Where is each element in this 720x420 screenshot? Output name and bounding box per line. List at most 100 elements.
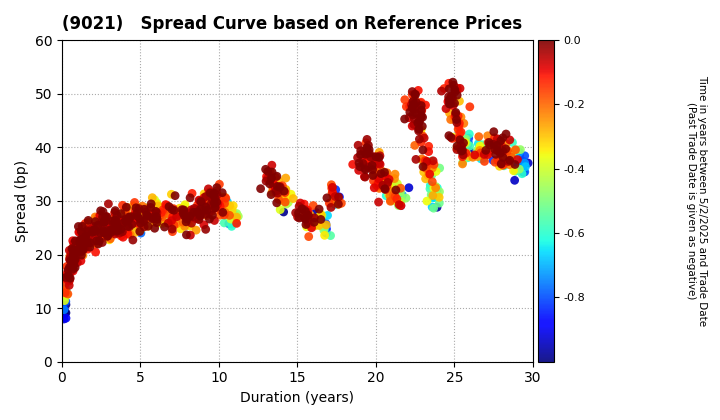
Point bbox=[100, 228, 112, 234]
Point bbox=[374, 152, 386, 159]
Point bbox=[132, 220, 144, 227]
Point bbox=[428, 158, 439, 164]
Point bbox=[506, 150, 518, 157]
Point bbox=[186, 190, 198, 197]
Point bbox=[226, 220, 238, 227]
Point bbox=[432, 192, 444, 198]
Point bbox=[483, 150, 495, 156]
Point bbox=[184, 232, 196, 239]
Point bbox=[81, 228, 93, 235]
Point bbox=[146, 211, 158, 218]
Point bbox=[77, 237, 89, 244]
Point bbox=[110, 227, 122, 234]
Point bbox=[315, 218, 326, 224]
Point bbox=[149, 225, 161, 232]
Point bbox=[300, 221, 312, 228]
Point bbox=[83, 219, 94, 226]
Point bbox=[215, 207, 226, 214]
Point bbox=[117, 228, 128, 235]
Point bbox=[64, 275, 76, 281]
Point bbox=[218, 208, 230, 215]
Point bbox=[110, 218, 122, 224]
Point bbox=[86, 239, 98, 245]
Point bbox=[75, 240, 86, 247]
Point bbox=[89, 228, 101, 235]
Point bbox=[192, 202, 203, 208]
Point bbox=[206, 206, 217, 213]
Point bbox=[492, 144, 504, 150]
Point bbox=[58, 307, 70, 313]
Point bbox=[115, 210, 127, 217]
Point bbox=[197, 207, 209, 214]
Point bbox=[67, 254, 78, 261]
Point bbox=[84, 232, 95, 239]
Point bbox=[75, 241, 86, 247]
Point bbox=[464, 103, 476, 110]
Point bbox=[423, 160, 435, 166]
Point bbox=[81, 237, 93, 244]
Point bbox=[166, 206, 178, 213]
Point bbox=[420, 102, 431, 108]
Point bbox=[188, 209, 199, 216]
Point bbox=[320, 226, 332, 232]
Point bbox=[417, 114, 428, 121]
Point bbox=[275, 197, 287, 203]
Point bbox=[327, 200, 338, 206]
Point bbox=[86, 241, 97, 247]
Point bbox=[196, 201, 207, 208]
Point bbox=[359, 147, 370, 154]
Point bbox=[123, 217, 135, 224]
Point bbox=[415, 114, 426, 121]
Point bbox=[509, 177, 521, 184]
Point bbox=[300, 216, 311, 223]
Point bbox=[352, 142, 364, 149]
Point bbox=[462, 141, 474, 148]
Point bbox=[60, 310, 72, 316]
Point bbox=[194, 212, 205, 219]
Point bbox=[97, 220, 109, 227]
Point bbox=[407, 105, 418, 111]
Point bbox=[391, 196, 402, 202]
Point bbox=[64, 253, 76, 260]
Point bbox=[484, 142, 495, 148]
Point bbox=[68, 254, 79, 261]
Point bbox=[115, 226, 127, 233]
Point bbox=[69, 244, 81, 251]
Point bbox=[203, 207, 215, 213]
Point bbox=[111, 228, 122, 235]
Point bbox=[64, 257, 76, 264]
Point bbox=[75, 247, 86, 253]
Point bbox=[73, 223, 84, 230]
Point bbox=[409, 142, 420, 149]
Point bbox=[121, 229, 132, 236]
Point bbox=[497, 145, 508, 152]
Point bbox=[302, 215, 313, 221]
Point bbox=[325, 181, 337, 188]
Point bbox=[67, 247, 78, 254]
Point bbox=[363, 142, 374, 149]
Point bbox=[492, 139, 504, 145]
Point bbox=[66, 258, 77, 265]
Point bbox=[515, 146, 526, 153]
Point bbox=[76, 243, 88, 250]
Point bbox=[440, 105, 451, 112]
Point bbox=[163, 220, 174, 226]
Point bbox=[415, 139, 427, 146]
Point bbox=[451, 119, 462, 126]
Point bbox=[103, 227, 114, 234]
Point bbox=[153, 211, 164, 218]
Point bbox=[369, 153, 380, 160]
Point bbox=[76, 223, 88, 230]
Point bbox=[474, 146, 486, 152]
Point bbox=[459, 139, 471, 146]
Point bbox=[374, 149, 385, 156]
Point bbox=[301, 210, 312, 217]
Point bbox=[384, 198, 396, 205]
Point bbox=[264, 168, 276, 175]
Point bbox=[64, 266, 76, 273]
Point bbox=[110, 222, 122, 229]
Point bbox=[454, 130, 465, 136]
Point bbox=[208, 202, 220, 208]
Point bbox=[454, 136, 466, 143]
Point bbox=[511, 147, 523, 153]
